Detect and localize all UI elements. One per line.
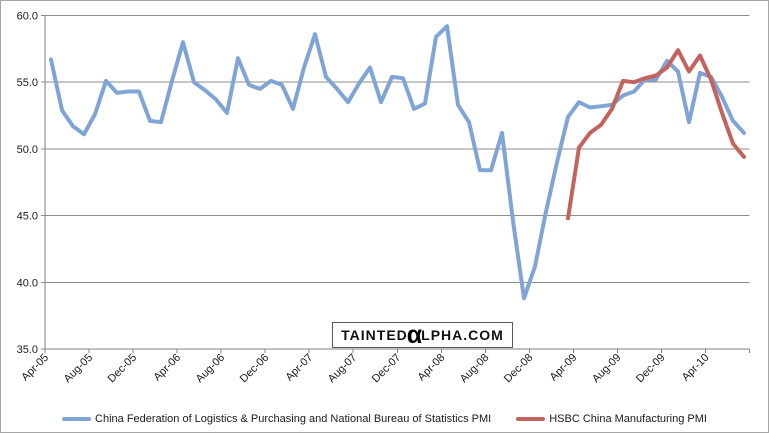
legend-item-cflp-nbs-pmi: China Federation of Logistics & Purchasi… — [62, 413, 491, 425]
x-axis-label-Dec-09: Dec-09 — [634, 352, 668, 386]
y-axis-label-40.0: 40.0 — [17, 277, 38, 289]
x-axis-label-Aug-06: Aug-06 — [194, 352, 228, 386]
x-axis-label-Apr-09: Apr-09 — [548, 352, 580, 384]
y-axis-label-50.0: 50.0 — [17, 144, 38, 156]
x-axis-label-Aug-08: Aug-08 — [458, 352, 492, 386]
legend-item-hsbc-pmi: HSBC China Manufacturing PMI — [516, 413, 707, 425]
legend-label-cflp-nbs-pmi: China Federation of Logistics & Purchasi… — [95, 413, 492, 425]
x-axis-label-Apr-10: Apr-10 — [680, 352, 712, 384]
y-axis-label-45.0: 45.0 — [17, 211, 38, 223]
x-axis-label-Dec-07: Dec-07 — [370, 352, 404, 386]
x-axis-label-Apr-08: Apr-08 — [416, 352, 448, 384]
red-line-swatch — [516, 417, 546, 421]
x-axis-label-Dec-08: Dec-08 — [502, 352, 536, 386]
x-axis-label-Aug-05: Aug-05 — [62, 352, 96, 386]
watermark-prefix-text: TAINTED — [341, 327, 408, 343]
x-axis-label-Apr-05: Apr-05 — [19, 352, 51, 384]
blue-line-swatch — [62, 417, 92, 421]
x-axis-label-Apr-06: Apr-06 — [151, 352, 183, 384]
y-axis-label-60.0: 60.0 — [17, 11, 38, 23]
x-axis-label-Dec-06: Dec-06 — [238, 352, 272, 386]
y-axis-label-55.0: 55.0 — [17, 77, 38, 89]
x-axis-label-Aug-09: Aug-09 — [590, 352, 624, 386]
hsbc-pmi-line — [566, 48, 746, 221]
cflp-nbs-pmi-line — [49, 24, 746, 301]
legend-label-hsbc-pmi: HSBC China Manufacturing PMI — [549, 413, 707, 425]
watermark-suffix-text: LPHA.COM — [421, 327, 504, 343]
y-axis-label-35.0: 35.0 — [17, 344, 38, 356]
x-axis-label-Apr-07: Apr-07 — [283, 352, 315, 384]
watermark-taintedalpha: TAINTED α LPHA.COM — [332, 322, 513, 348]
chart-legend: China Federation of Logistics & Purchasi… — [1, 413, 768, 425]
x-axis-label-Dec-05: Dec-05 — [106, 352, 140, 386]
x-axis-label-Aug-07: Aug-07 — [326, 352, 360, 386]
